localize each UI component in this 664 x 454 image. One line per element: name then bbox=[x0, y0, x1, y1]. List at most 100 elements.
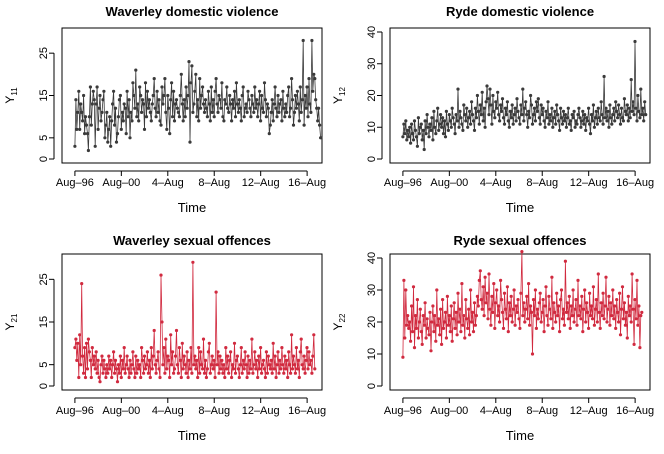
p3-data-point bbox=[473, 323, 477, 327]
p0-data-point bbox=[76, 110, 80, 114]
p1-data-point bbox=[564, 125, 569, 129]
panel-ryde-sexual-offences: Ryde sexual offences 0 10 20 30 40 Aug–96 Aug–0… bbox=[331, 233, 654, 443]
p2-data-point bbox=[307, 350, 311, 354]
p0-data-point bbox=[293, 93, 297, 98]
p1-data-point bbox=[476, 109, 480, 113]
p2-data-point bbox=[227, 371, 231, 375]
p2-data-point bbox=[201, 337, 206, 341]
p2-data-point bbox=[188, 367, 192, 371]
p3-data-point bbox=[523, 320, 527, 324]
p2-data-point bbox=[276, 350, 280, 354]
p1-data-point bbox=[584, 128, 588, 132]
p1-data-point bbox=[429, 128, 433, 132]
p3-data-point bbox=[547, 294, 551, 298]
p0-data-point bbox=[93, 144, 97, 148]
p0-x-tick-label: Aug–00 bbox=[102, 177, 140, 189]
p2-data-point bbox=[79, 363, 83, 367]
p0-x-tick-label: 12–Aug bbox=[242, 177, 280, 189]
p3-data-point bbox=[459, 330, 463, 334]
p2-y-axis-label-subscript: 21 bbox=[10, 313, 19, 322]
p3-data-point bbox=[499, 278, 503, 282]
p2-data-point bbox=[294, 346, 298, 350]
p1-data-point bbox=[534, 100, 539, 104]
p3-data-point bbox=[536, 317, 540, 321]
p1-data-point bbox=[553, 109, 557, 113]
p2-data-point bbox=[86, 337, 90, 341]
p2-data-point bbox=[299, 337, 303, 341]
p2-plot-frame bbox=[61, 253, 323, 391]
p2-data-point bbox=[114, 367, 119, 371]
p1-data-point bbox=[507, 125, 511, 129]
p2-data-point bbox=[190, 371, 194, 375]
p2-data-point bbox=[80, 282, 84, 286]
p0-data-point bbox=[237, 98, 241, 102]
p1-data-point bbox=[402, 122, 406, 126]
p0-data-point bbox=[79, 102, 83, 106]
p2-data-point bbox=[215, 363, 219, 367]
p2-data-point bbox=[135, 371, 139, 375]
p2-data-point bbox=[247, 371, 251, 375]
p1-data-point bbox=[532, 106, 537, 110]
panel-waverley-domestic-violence: Waverley domestic violence 0 5 15 25 Aug–96 Au… bbox=[3, 4, 326, 215]
p0-data-point bbox=[87, 115, 91, 119]
p1-data-point bbox=[587, 106, 591, 110]
p0-data-point bbox=[165, 127, 169, 131]
p3-x-tick-label: 16–Aug bbox=[616, 405, 654, 417]
p2-data-point bbox=[166, 354, 170, 358]
p0-series-line bbox=[74, 40, 321, 151]
p1-data-point bbox=[596, 106, 600, 110]
p1-data-point bbox=[528, 116, 532, 120]
p3-data-point bbox=[604, 275, 608, 279]
p0-data-point bbox=[161, 102, 165, 106]
p3-data-point bbox=[516, 298, 520, 302]
p1-y-axis-label-subscript: 12 bbox=[338, 86, 347, 95]
p0-data-point bbox=[287, 85, 291, 89]
p2-data-point bbox=[84, 341, 89, 345]
p1-data-point bbox=[625, 103, 629, 107]
p0-data-point bbox=[220, 81, 224, 85]
p3-data-point bbox=[501, 326, 506, 330]
p0-data-point bbox=[259, 119, 263, 123]
p0-x-tick-label: 8–Aug bbox=[198, 177, 230, 189]
p2-data-point bbox=[122, 346, 126, 350]
p2-data-point bbox=[139, 375, 143, 380]
p3-data-point bbox=[466, 326, 470, 330]
p1-data-point bbox=[555, 103, 559, 107]
p1-data-point bbox=[619, 106, 624, 110]
p0-x-tick-label: 4–Aug bbox=[152, 177, 184, 189]
p1-data-point bbox=[426, 125, 430, 129]
p3-data-point bbox=[441, 326, 446, 330]
p3-data-point bbox=[530, 352, 535, 356]
p0-data-point bbox=[244, 102, 248, 106]
p1-data-point bbox=[566, 106, 570, 110]
p0-data-point bbox=[257, 102, 261, 106]
p2-data-point bbox=[171, 350, 175, 354]
p3-data-point bbox=[624, 310, 628, 314]
p1-data-point bbox=[403, 132, 407, 136]
p3-data-point bbox=[565, 301, 569, 305]
p0-data-point bbox=[106, 140, 110, 144]
p2-data-point bbox=[281, 363, 285, 367]
p2-data-point bbox=[182, 354, 186, 358]
p3-data-point bbox=[629, 320, 633, 324]
p2-data-point bbox=[252, 363, 256, 367]
p0-data-point bbox=[143, 81, 148, 85]
p3-data-point bbox=[556, 314, 560, 318]
p2-data-point bbox=[113, 371, 117, 375]
p0-data-point bbox=[92, 98, 96, 102]
p2-data-point bbox=[128, 358, 132, 362]
p3-data-point bbox=[507, 301, 511, 305]
p1-data-point bbox=[485, 84, 489, 88]
p2-data-point bbox=[92, 354, 96, 358]
p1-data-point bbox=[415, 144, 419, 148]
p2-data-point bbox=[194, 367, 198, 371]
p0-data-point bbox=[91, 89, 95, 93]
p0-data-point bbox=[236, 110, 240, 114]
p1-data-point bbox=[559, 116, 564, 120]
p2-data-point bbox=[179, 375, 183, 380]
p1-data-point bbox=[506, 119, 510, 123]
p2-data-point bbox=[124, 363, 128, 367]
p0-data-point bbox=[185, 106, 189, 110]
p1-data-point bbox=[445, 122, 449, 126]
p3-data-point bbox=[638, 346, 642, 350]
